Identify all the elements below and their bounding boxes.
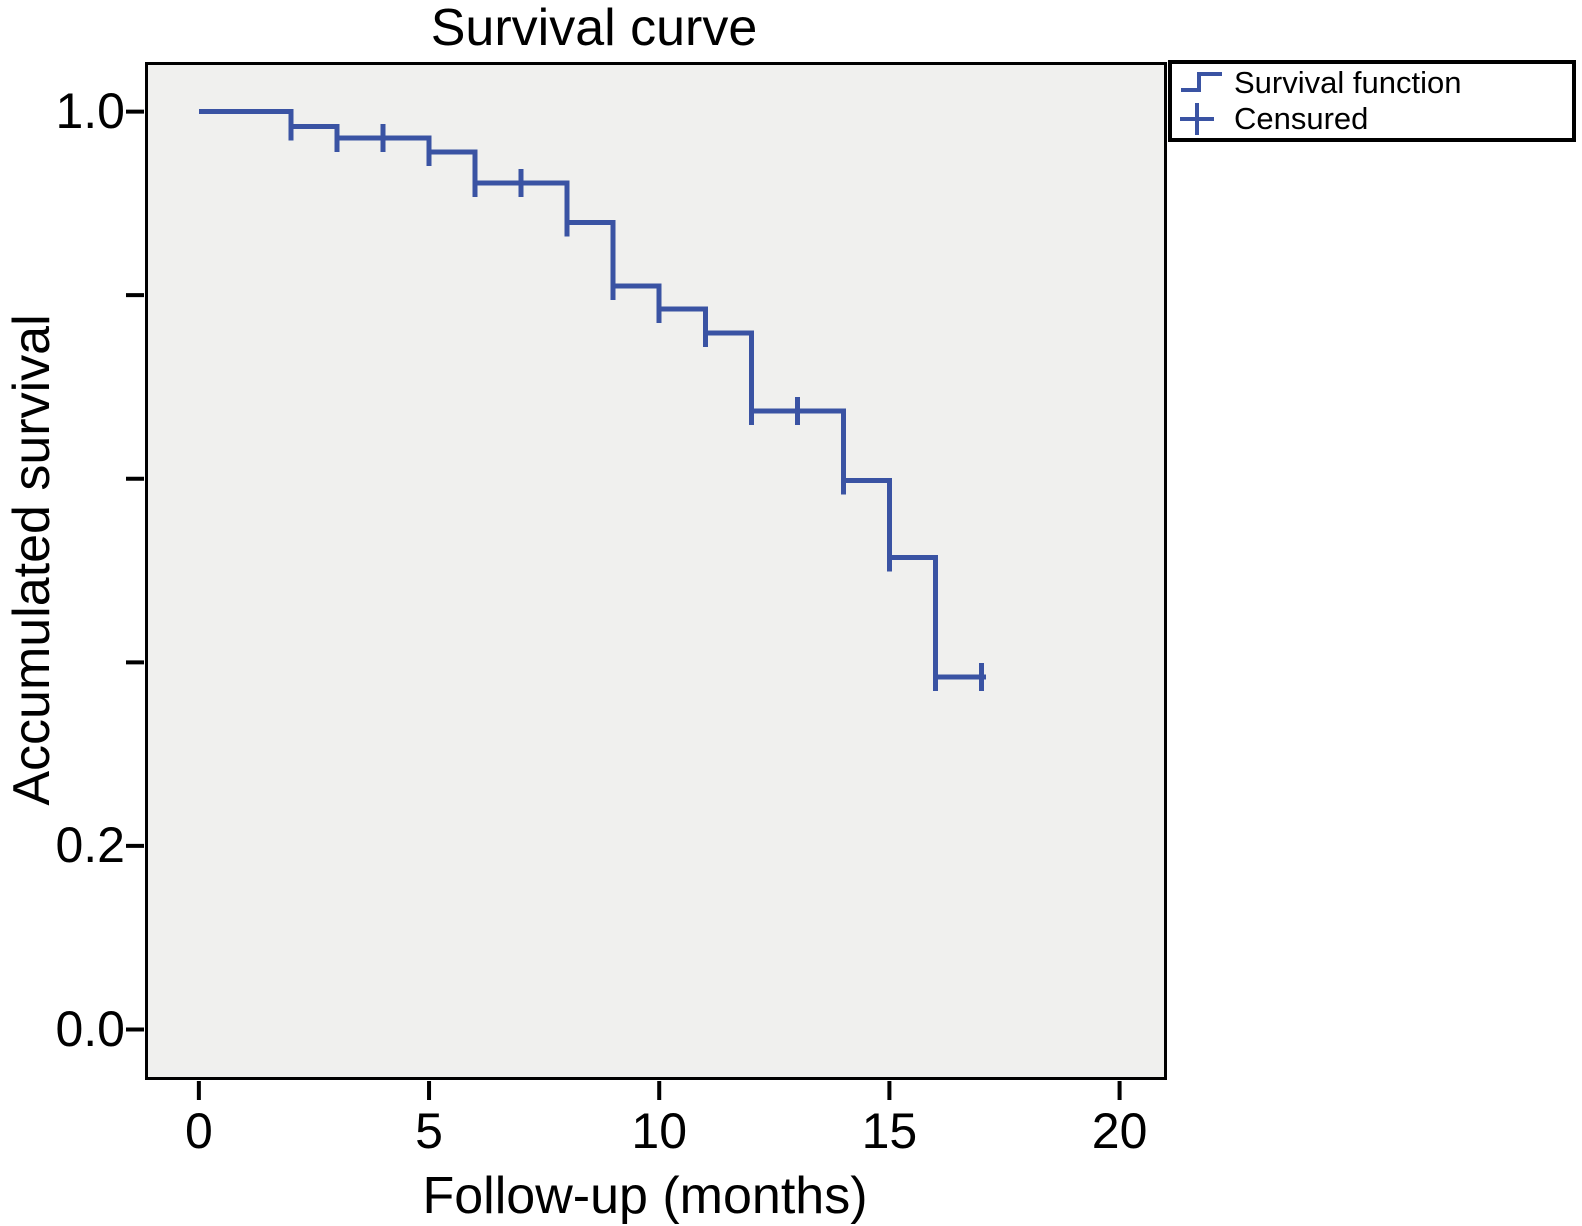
chart-title: Survival curve [430,0,758,57]
plot-area-bg [145,62,1167,1080]
y-tick-label: 1.0 [55,82,125,139]
y-tick-label: 0.2 [55,816,125,873]
x-tick-label: 10 [631,1103,688,1159]
legend-label: Survival function [1234,65,1462,100]
legend-label: Censured [1234,101,1369,136]
survival-curve [198,109,987,680]
y-axis-label: Accumulated survival [3,314,61,806]
plus-icon [1178,101,1234,137]
legend-item-censored: Censured [1178,101,1566,137]
x-tick-label: 0 [184,1103,213,1159]
plot-border [145,62,1167,1080]
step-icon [1178,65,1234,101]
x-tick-label: 20 [1091,1103,1148,1159]
x-tick-label: 15 [861,1103,918,1159]
x-tick-label: 5 [415,1103,443,1159]
x-axis-label: Follow-up (months) [422,1167,868,1225]
legend-item-survival-function: Survival function [1178,65,1566,101]
y-tick-label: 0.0 [55,1000,125,1057]
legend-box: Survival function Censured [1168,60,1576,142]
